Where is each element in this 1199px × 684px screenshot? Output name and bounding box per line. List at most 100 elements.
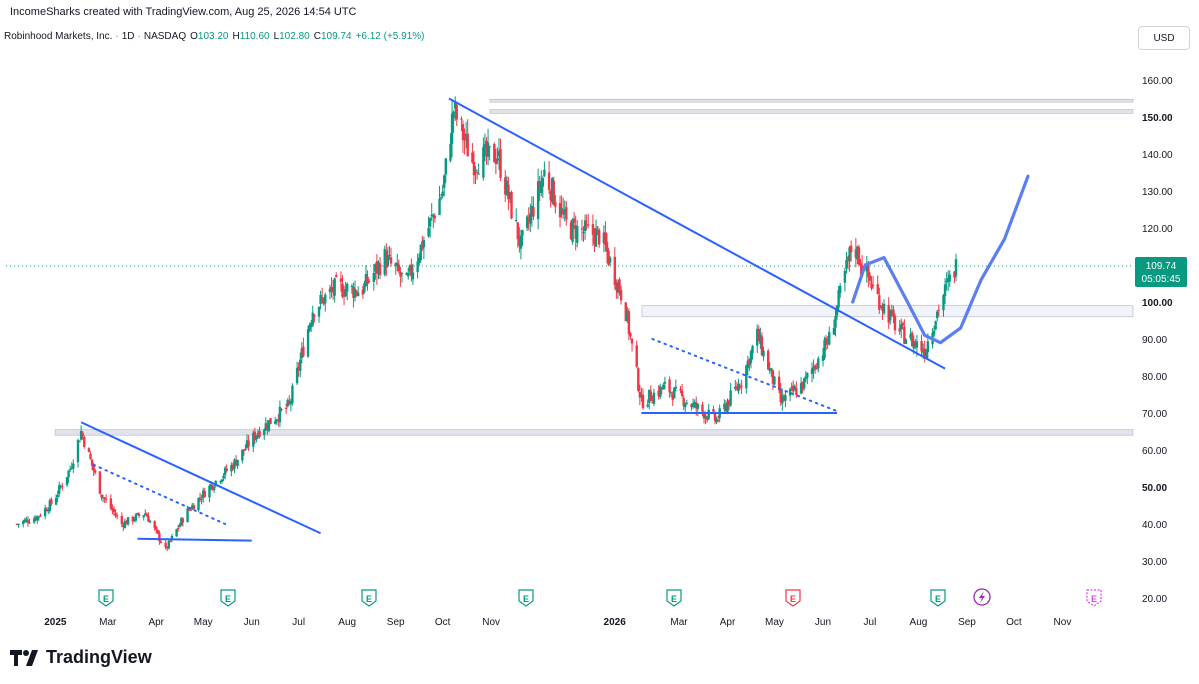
candle-body xyxy=(889,310,892,321)
x-tick-label: 2026 xyxy=(604,617,627,628)
candle-body xyxy=(615,282,618,291)
candle-body xyxy=(691,403,695,408)
candle-body xyxy=(587,224,590,226)
candle-body xyxy=(867,262,870,278)
candle-body xyxy=(450,113,454,144)
candle-body xyxy=(50,499,53,504)
candle-body xyxy=(344,289,347,297)
earnings-marker-icon xyxy=(785,589,801,607)
candle-body xyxy=(943,284,947,296)
candle-body xyxy=(525,216,529,228)
candle-body xyxy=(155,527,158,530)
earnings-marker-icon xyxy=(361,589,377,607)
candle-body xyxy=(482,147,485,178)
candle-body xyxy=(375,261,379,274)
candle-body xyxy=(756,328,759,346)
candle-body xyxy=(662,384,665,390)
candle-body xyxy=(740,385,743,387)
candle-body xyxy=(76,440,80,463)
candle-body xyxy=(782,397,786,402)
candle-body xyxy=(397,264,401,272)
currency-button[interactable]: USD xyxy=(1138,26,1190,50)
change-value: +6.12 (+5.91%) xyxy=(355,30,425,42)
candle-body xyxy=(817,358,820,369)
candle-body xyxy=(45,509,48,512)
separator-dot: · xyxy=(137,30,141,42)
candle-body xyxy=(191,505,194,510)
price-tag-bg xyxy=(1135,256,1187,287)
candle-body xyxy=(845,260,848,269)
candle-body xyxy=(475,171,479,173)
candle-body xyxy=(148,521,152,523)
candle-body xyxy=(278,406,282,423)
candle-body xyxy=(914,341,917,346)
candle-body xyxy=(90,459,94,466)
candle-body xyxy=(898,328,901,332)
x-tick-label: Mar xyxy=(670,617,688,628)
candle-body xyxy=(826,343,829,345)
symbol-exchange: NASDAQ xyxy=(143,30,187,42)
candle-body xyxy=(616,282,620,293)
candle-body xyxy=(266,425,269,429)
candle-body xyxy=(120,515,124,524)
candle-body xyxy=(372,272,375,282)
candle-body xyxy=(443,175,446,188)
candle-body xyxy=(823,339,826,359)
candle-body xyxy=(903,327,906,344)
y-tick-label: 120.00 xyxy=(1142,224,1173,235)
x-tick-label: May xyxy=(194,617,213,628)
time-axis[interactable]: 2025 Mar Apr May Jun Jul Aug Sep Oct Nov 2026 Mar Ap… xyxy=(44,617,1071,628)
candle-body xyxy=(291,385,294,404)
candle-body xyxy=(679,389,682,391)
candle-body xyxy=(430,214,433,217)
candle-body xyxy=(936,311,939,319)
candle-body xyxy=(167,540,170,549)
candle-body xyxy=(849,245,853,253)
y-tick-label: 130.00 xyxy=(1142,187,1173,198)
symbol-name[interactable]: Robinhood Markets, Inc. xyxy=(4,30,113,42)
price-axis[interactable]: 160.00150.00140.00130.00120.00110.00100.… xyxy=(1142,76,1173,605)
candle-body xyxy=(607,250,610,265)
trendline xyxy=(137,537,252,542)
candle-body xyxy=(749,351,753,363)
candle-body xyxy=(923,348,926,358)
candle-body xyxy=(684,404,687,408)
candle-body xyxy=(180,518,183,526)
candle-body xyxy=(313,314,316,317)
tradingview-logo[interactable]: TradingView xyxy=(10,647,152,668)
candle-body xyxy=(331,287,335,293)
candle-body xyxy=(453,102,457,109)
candle-body xyxy=(726,402,729,412)
candle-body xyxy=(15,523,19,525)
candle-body xyxy=(912,341,915,349)
x-tick-label: Sep xyxy=(958,617,976,628)
candle-body xyxy=(812,367,815,371)
candle-body xyxy=(170,536,174,541)
candle-body xyxy=(176,528,180,530)
earnings-marker-icon xyxy=(666,589,682,607)
candle-body xyxy=(660,387,663,390)
candle-body xyxy=(735,386,739,390)
candle-body xyxy=(273,421,277,424)
candle-body xyxy=(760,336,764,356)
candle-body xyxy=(352,287,355,298)
candle-body xyxy=(175,529,178,537)
candle-body xyxy=(890,310,894,314)
candle-body xyxy=(156,530,160,534)
candle-body xyxy=(145,514,149,517)
candle-body xyxy=(280,409,283,411)
symbol-legend[interactable]: Robinhood Markets, Inc. · 1D · NASDAQ O … xyxy=(0,26,424,46)
candle-body xyxy=(263,429,266,435)
candle-body xyxy=(67,470,70,478)
candle-body xyxy=(100,494,103,498)
candle-body xyxy=(510,191,513,219)
candle-body xyxy=(449,143,452,161)
candle-body xyxy=(311,312,314,326)
candle-body xyxy=(673,387,676,399)
candle-body xyxy=(460,118,463,120)
candle-body xyxy=(810,368,814,375)
high-value: 110.60 xyxy=(239,30,270,42)
earnings-marker-label: E xyxy=(790,594,796,604)
candle-body xyxy=(125,521,128,525)
